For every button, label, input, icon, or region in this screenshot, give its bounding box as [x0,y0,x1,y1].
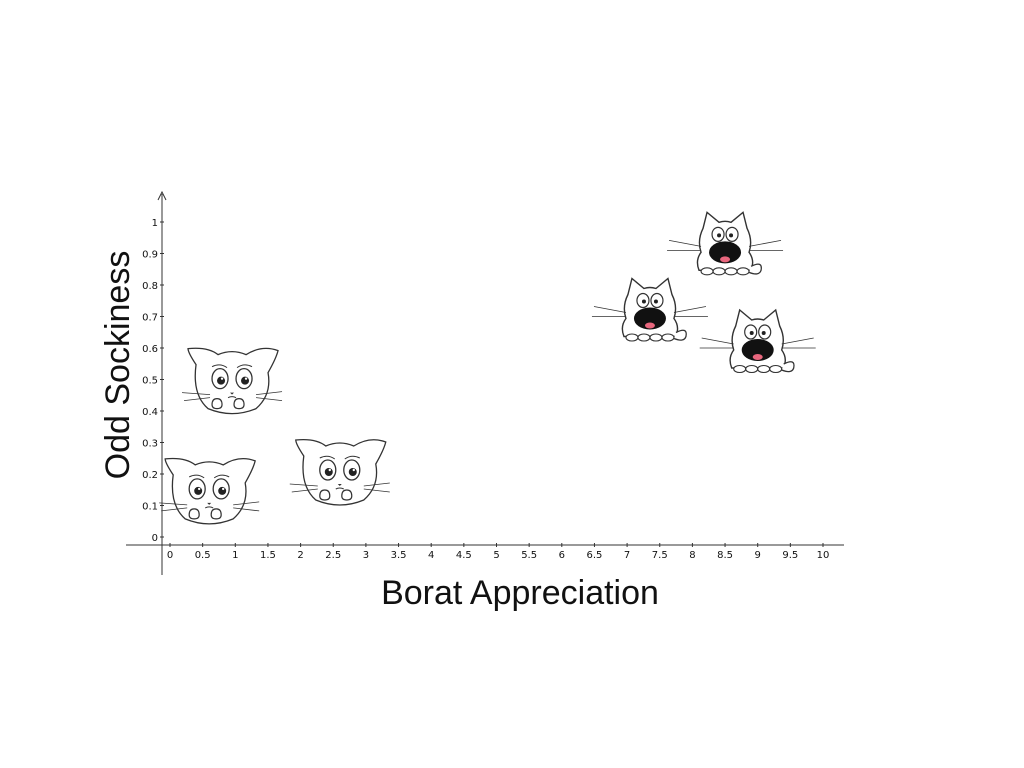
x-axis-title: Borat Appreciation [381,574,659,612]
laughing-cat-point [666,211,784,276]
x-tick-label: 4.5 [456,550,472,561]
x-tick-label: 8 [689,550,695,561]
y-tick-label: 0.2 [142,470,158,481]
axes [126,190,844,575]
x-tick-label: 4 [428,550,434,561]
y-tick-label: 1 [152,218,158,229]
x-tick-label: 1 [232,550,238,561]
y-tick-label: 0.6 [142,344,158,355]
x-tick-label: 0.5 [195,550,211,561]
y-axis-title: Odd Sockiness [99,251,137,480]
x-tick-label: 7 [624,550,630,561]
x-tick-label: 2.5 [325,550,341,561]
y-tick-label: 0.7 [142,313,158,324]
x-tick-labels: 0 0.5 1 1.5 2 2.5 3 3.5 4 4.5 5 5.5 6 6.5 7 7.5 8 8.5 9 9.5… [167,543,830,561]
y-tick-label: 0 [152,533,158,544]
sad-cat-point [289,438,391,506]
y-tick-label: 0.1 [142,502,158,513]
x-tick-label: 7.5 [652,550,668,561]
y-axis-arrow [157,190,167,201]
x-tick-label: 3.5 [391,550,407,561]
x-tick-label: 2 [297,550,303,561]
x-tick-label: 8.5 [717,550,733,561]
y-tick-label: 0.3 [142,439,158,450]
sad-cat-point [158,457,260,525]
x-tick-label: 9 [755,550,761,561]
sad-cat-point [181,347,283,415]
y-tick-labels: 0 0.1 0.2 0.3 0.4 0.5 0.6 0.7 0.8 0.9 1 [142,218,164,544]
x-tick-label: 1.5 [260,550,276,561]
x-tick-label: 6.5 [586,550,602,561]
x-tick-label: 0 [167,550,173,561]
x-tick-label: 5 [493,550,499,561]
data-points [158,211,817,525]
laughing-cat-point [699,309,817,374]
x-tick-label: 5.5 [521,550,537,561]
x-tick-label: 10 [817,550,830,561]
y-tick-label: 0.9 [142,250,158,261]
laughing-cat-point [591,277,709,342]
y-tick-label: 0.8 [142,281,158,292]
y-tick-label: 0.4 [142,407,158,418]
x-tick-label: 6 [559,550,565,561]
y-tick-label: 0.5 [142,376,158,387]
x-tick-label: 9.5 [782,550,798,561]
x-tick-label: 3 [363,550,369,561]
